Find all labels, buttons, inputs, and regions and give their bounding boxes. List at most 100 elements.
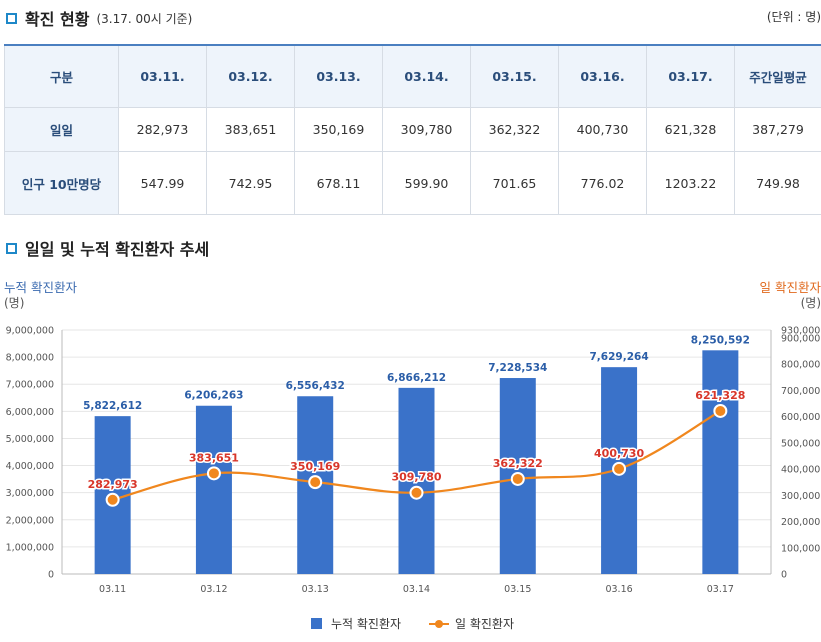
row-label: 인구 10만명당	[4, 151, 119, 215]
table-row: 일일 282,973 383,651 350,169 309,780 362,3…	[4, 107, 821, 152]
bar-data-label: 7,228,534	[488, 362, 547, 374]
daily-point	[612, 461, 627, 476]
bar-data-label: 6,206,263	[184, 390, 243, 402]
trend-title: 일일 및 누적 확진환자 추세	[25, 240, 210, 259]
table-cell: 749.98	[734, 151, 821, 215]
daily-point	[105, 492, 120, 507]
table-header-cell: 주간일평균	[734, 44, 821, 108]
right-tick-label: 800,000	[781, 360, 820, 371]
status-section-title: 확진 현황 (3.17. 00시 기준)	[6, 6, 192, 30]
table-cell: 350,169	[294, 107, 383, 152]
table-cell: 599.90	[382, 151, 471, 215]
bar-data-label: 7,629,264	[590, 351, 649, 363]
bar-cumulative	[195, 405, 232, 574]
square-bullet-icon	[6, 242, 17, 254]
daily-point	[510, 471, 525, 486]
bar-data-label: 6,556,432	[286, 380, 345, 392]
table-cell: 400,730	[558, 107, 647, 152]
right-tick-label: 600,000	[781, 412, 820, 423]
unit-label: (단위 : 명)	[766, 10, 821, 24]
bar-data-label: 6,866,212	[387, 372, 446, 384]
table-header-cell: 구분	[4, 44, 119, 108]
right-axis-title: 일 확진환자	[760, 280, 821, 295]
right-tick-label: 0	[781, 570, 787, 581]
table-header-row: 구분 03.11. 03.12. 03.13. 03.14. 03.15. 03…	[4, 44, 821, 108]
right-tick-label: 300,000	[781, 491, 820, 502]
legend-line-label: 일 확진환자	[455, 617, 514, 631]
table-header-cell: 03.16.	[558, 44, 647, 108]
line-data-label: 383,651	[189, 451, 239, 464]
table-row: 인구 10만명당 547.99 742.95 678.11 599.90 701…	[4, 151, 821, 215]
line-data-label: 362,322	[493, 457, 543, 470]
bar-data-label: 5,822,612	[83, 400, 142, 412]
daily-point	[713, 403, 728, 418]
table-header-cell: 03.15.	[470, 44, 559, 108]
left-axis-title: 누적 확진환자	[4, 280, 77, 295]
line-data-label: 282,973	[88, 478, 138, 491]
table-cell: 547.99	[118, 151, 207, 215]
table-cell: 383,651	[206, 107, 295, 152]
daily-point	[308, 475, 323, 490]
bar-cumulative	[702, 350, 739, 574]
right-tick-label: 900,000	[781, 333, 820, 344]
left-tick-label: 3,000,000	[6, 488, 54, 499]
x-tick-label: 03.16	[605, 584, 632, 595]
left-tick-label: 1,000,000	[6, 542, 54, 553]
left-tick-label: 7,000,000	[6, 380, 54, 391]
left-tick-label: 9,000,000	[6, 326, 54, 337]
bar-data-label: 8,250,592	[691, 334, 750, 346]
right-tick-label: 400,000	[781, 465, 820, 476]
x-tick-label: 03.15	[504, 584, 531, 595]
line-data-label: 621,328	[695, 389, 745, 402]
table-cell: 1203.22	[646, 151, 735, 215]
status-subtitle: (3.17. 00시 기준)	[96, 11, 193, 26]
legend-line-marker	[435, 620, 443, 628]
left-tick-label: 8,000,000	[6, 353, 54, 364]
x-tick-label: 03.14	[403, 584, 430, 595]
right-tick-label: 500,000	[781, 438, 820, 449]
left-axis-unit: (명)	[4, 296, 24, 310]
table-header-cell: 03.17.	[646, 44, 735, 108]
right-tick-label: 200,000	[781, 517, 820, 528]
right-tick-label: 930,000	[781, 326, 820, 337]
table-header-cell: 03.14.	[382, 44, 471, 108]
left-tick-label: 5,000,000	[6, 434, 54, 445]
status-title: 확진 현황	[25, 10, 90, 29]
row-label: 일일	[4, 107, 119, 152]
legend-bar-label: 누적 확진환자	[331, 617, 401, 631]
table-cell: 362,322	[470, 107, 559, 152]
daily-point	[409, 485, 424, 500]
square-bullet-icon	[6, 12, 17, 24]
x-tick-label: 03.11	[99, 584, 126, 595]
right-tick-label: 100,000	[781, 543, 820, 554]
right-axis-unit: (명)	[801, 296, 821, 310]
table-cell: 776.02	[558, 151, 647, 215]
table-header-cell: 03.12.	[206, 44, 295, 108]
table-cell: 701.65	[470, 151, 559, 215]
line-data-label: 309,780	[391, 471, 441, 484]
table-cell: 742.95	[206, 151, 295, 215]
table-cell: 282,973	[118, 107, 207, 152]
trend-chart: 누적 확진환자(명)일 확진환자(명)01,000,0002,000,0003,…	[4, 280, 821, 631]
right-tick-label: 700,000	[781, 386, 820, 397]
x-tick-label: 03.12	[200, 584, 227, 595]
line-data-label: 350,169	[290, 460, 340, 473]
x-tick-label: 03.13	[302, 584, 329, 595]
table-cell: 309,780	[382, 107, 471, 152]
legend-bar-swatch	[311, 618, 322, 629]
status-table: 구분 03.11. 03.12. 03.13. 03.14. 03.15. 03…	[4, 44, 821, 215]
bar-cumulative	[398, 387, 435, 574]
table-cell: 678.11	[294, 151, 383, 215]
table-header-cell: 03.11.	[118, 44, 207, 108]
table-cell: 387,279	[734, 107, 821, 152]
table-header-cell: 03.13.	[294, 44, 383, 108]
x-tick-label: 03.17	[707, 584, 734, 595]
left-tick-label: 0	[48, 570, 54, 581]
daily-point	[206, 466, 221, 481]
line-data-label: 400,730	[594, 447, 644, 460]
left-tick-label: 6,000,000	[6, 407, 54, 418]
left-tick-label: 4,000,000	[6, 461, 54, 472]
left-tick-label: 2,000,000	[6, 515, 54, 526]
trend-section-title: 일일 및 누적 확진환자 추세	[6, 236, 209, 260]
table-cell: 621,328	[646, 107, 735, 152]
